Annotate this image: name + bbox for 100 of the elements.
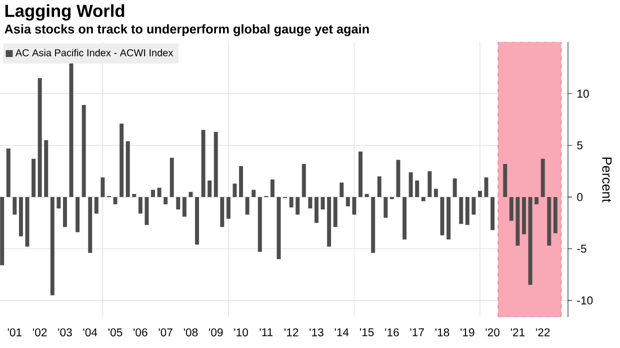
x-tick-label: '22 [536,328,550,336]
bar [201,130,206,198]
bar [340,182,344,198]
x-tick-label: '19 [460,328,474,336]
bar [157,188,162,198]
bar [94,197,98,214]
bar [540,158,545,198]
x-tick-label: '05 [108,328,122,336]
x-tick-label: '09 [209,328,223,336]
bar [421,197,426,202]
bar [428,171,432,198]
legend-label: AC Asia Pacific Index - ACWI Index [15,48,174,56]
bar [144,197,149,225]
x-tick-label: '15 [360,328,374,336]
bar [358,152,362,198]
bar [320,197,325,210]
x-tick-label: '01 [8,328,22,336]
x-tick-label: '03 [58,328,72,336]
bar [270,179,274,198]
bar [415,180,420,198]
x-tick-label: '13 [310,328,324,336]
x-tick-label: '12 [284,328,298,336]
bar [226,197,230,219]
y-axis-title: Percent [602,158,612,202]
bar [276,197,281,260]
x-tick-label: '02 [33,328,47,336]
x-tick-label: '21 [510,328,525,336]
x-tick-label: '11 [260,328,273,336]
bar [12,197,17,215]
x-tick-label: '20 [486,328,500,336]
bar [384,197,388,218]
bar [534,197,539,204]
bar [522,197,526,234]
bar [352,197,356,215]
bar [472,197,476,215]
x-tick-label: '17 [410,328,424,336]
bar [377,176,382,198]
bar [88,197,92,253]
bar [76,197,80,232]
bar [346,197,350,206]
x-tick-label: '04 [83,328,98,336]
bar [195,197,200,245]
bar [396,160,400,198]
bar [516,197,520,246]
x-tick-label: '10 [234,328,248,336]
bar [302,164,306,198]
chart-subtitle: Asia stocks on track to underperform global gauge yet again [4,24,369,36]
bar [446,197,451,240]
bar [132,194,136,198]
bar [258,197,262,252]
bar [371,197,376,253]
bar [252,190,256,198]
bar [6,148,10,198]
x-tick-label: '14 [334,328,349,336]
x-tick-label: '16 [385,328,399,336]
bar [56,197,61,208]
bar [452,178,457,198]
bar [239,166,244,198]
bar [220,197,224,228]
y-tick-label: 10 [578,90,589,98]
bar [38,78,42,198]
bar [296,197,300,215]
x-tick-label: '06 [134,328,148,336]
bar [408,172,413,198]
bar [100,177,105,198]
y-tick-label: -5 [577,244,586,253]
bar [170,158,174,198]
x-tick-label: '07 [158,328,172,336]
bar [18,197,23,236]
bar [459,197,464,224]
bar [208,180,212,198]
bar [553,197,558,234]
bar [214,132,218,198]
bar [327,197,332,247]
bar [62,197,67,228]
bar [547,197,552,246]
bar [333,197,338,228]
bar [465,197,470,225]
bar [289,197,294,208]
bar [509,197,514,221]
bar [308,197,312,208]
bar [120,124,124,198]
bar [364,194,369,198]
bar [503,164,508,198]
bar [164,197,168,204]
bar [138,197,142,214]
bar [478,190,482,198]
y-tick-label: -10 [577,296,593,304]
chart-title: Lagging World [5,4,124,20]
bar [490,197,495,230]
bar [32,158,36,198]
bar [126,141,130,198]
bar [113,197,118,204]
y-tick-label: 0 [577,193,583,202]
bar [182,197,186,217]
bar [188,192,193,198]
bar [434,188,438,198]
bar [0,197,4,266]
bar [69,62,74,198]
y-tick-label: 5 [577,141,583,150]
